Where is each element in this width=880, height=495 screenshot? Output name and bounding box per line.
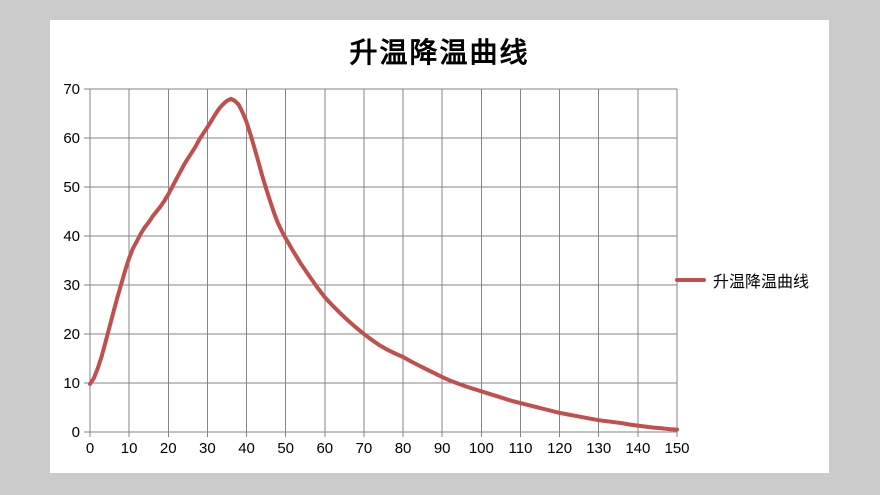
x-tick-label: 110 <box>509 440 533 457</box>
chart-title: 升温降温曲线 <box>349 36 530 69</box>
temperature-curve <box>88 96 679 432</box>
y-tick-label: 30 <box>63 277 80 294</box>
x-tick-label: 0 <box>86 440 94 457</box>
plot-svg: 0 10 20 30 40 50 60 70 80 90 100 110 120 130 140 150 0 10… <box>63 81 689 457</box>
x-tick-label: 150 <box>664 440 689 457</box>
legend-line-swatch <box>675 278 706 282</box>
chart-canvas: 0 10 20 30 40 50 60 70 80 90 100 110 120 130 140 150 0 10… <box>50 20 829 473</box>
legend-label: 升温降温曲线 <box>713 272 810 291</box>
y-tick-label: 70 <box>63 81 80 98</box>
x-tick-label: 60 <box>316 440 333 457</box>
x-tick-label: 10 <box>121 440 138 457</box>
x-tick-label: 80 <box>395 440 412 457</box>
y-tick-label: 60 <box>63 130 80 147</box>
x-tick-label: 20 <box>160 440 177 457</box>
y-tick-label: 40 <box>63 228 80 245</box>
y-tick-label: 20 <box>63 326 80 343</box>
x-tick-label: 120 <box>547 440 572 457</box>
y-tick-label: 50 <box>63 179 80 196</box>
x-tick-label: 50 <box>277 440 294 457</box>
x-tick-label: 140 <box>625 440 650 457</box>
x-tick-label: 30 <box>199 440 216 457</box>
y-tick-label: 10 <box>63 375 80 392</box>
y-tick-label: 0 <box>72 424 80 441</box>
x-tick-label: 90 <box>434 440 451 457</box>
legend: 升温降温曲线 <box>675 268 809 292</box>
x-tick-label: 40 <box>238 440 255 457</box>
x-tick-label: 130 <box>586 440 611 457</box>
x-tick-label: 100 <box>469 440 494 457</box>
x-tick-label: 70 <box>356 440 373 457</box>
